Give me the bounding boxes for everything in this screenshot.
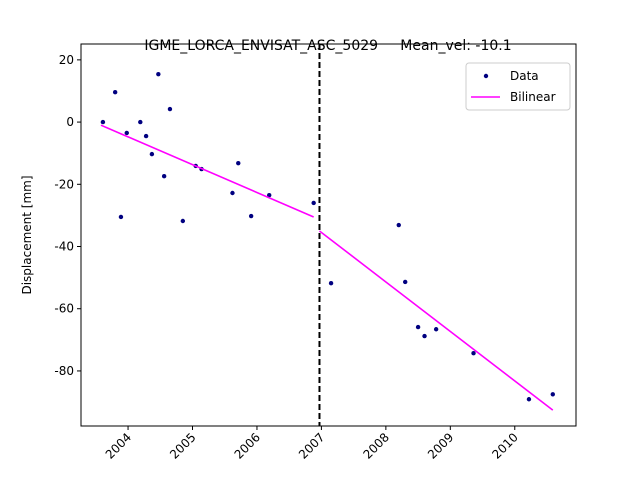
data-point bbox=[161, 174, 167, 179]
data-point bbox=[422, 333, 427, 339]
data-point bbox=[156, 71, 161, 77]
data-point bbox=[267, 192, 272, 198]
y-axis-label: Displacement [mm] bbox=[20, 175, 34, 294]
data-point bbox=[167, 106, 173, 112]
data-point bbox=[230, 190, 235, 196]
legend-label: Data bbox=[510, 69, 539, 83]
x-tick-label: 2009 bbox=[425, 430, 456, 461]
data-point bbox=[526, 397, 532, 402]
data-point bbox=[143, 133, 149, 139]
y-tick-label: 0 bbox=[66, 115, 74, 129]
data-point bbox=[236, 160, 241, 166]
x-tick-label: 2004 bbox=[103, 430, 134, 461]
data-point bbox=[396, 222, 401, 228]
data-point bbox=[311, 200, 316, 206]
legend-label: Bilinear bbox=[510, 90, 556, 104]
data-point bbox=[100, 119, 106, 125]
data-point bbox=[415, 324, 421, 330]
y-tick-label: -60 bbox=[54, 302, 74, 316]
plot-frame bbox=[80, 43, 577, 427]
x-tick-label: 2008 bbox=[360, 430, 391, 461]
data-point bbox=[112, 90, 118, 95]
data-point bbox=[180, 218, 186, 224]
y-tick-label: 20 bbox=[59, 53, 74, 67]
data-point bbox=[149, 151, 155, 157]
legend-marker bbox=[483, 73, 489, 79]
data-point bbox=[433, 327, 439, 332]
x-tick-label: 2010 bbox=[489, 430, 520, 461]
x-tick-label: 2006 bbox=[232, 430, 263, 461]
data-point bbox=[471, 351, 476, 356]
chart-title: IGME_LORCA_ENVISAT_ASC_5029 Mean_vel: -1… bbox=[144, 38, 511, 54]
data-point bbox=[118, 214, 124, 220]
x-tick-label: 2007 bbox=[296, 430, 327, 461]
data-point bbox=[124, 130, 129, 136]
data-point bbox=[328, 281, 334, 286]
legend-box bbox=[465, 62, 571, 111]
y-tick-label: -40 bbox=[54, 240, 74, 254]
fit-line bbox=[100, 124, 554, 411]
y-tick-label: -80 bbox=[54, 364, 74, 378]
x-tick-label: 2005 bbox=[167, 430, 198, 461]
data-point bbox=[248, 213, 254, 219]
y-tick-label: -20 bbox=[54, 177, 74, 191]
data-point bbox=[402, 279, 408, 285]
data-point bbox=[138, 119, 143, 125]
data-point bbox=[550, 392, 555, 397]
